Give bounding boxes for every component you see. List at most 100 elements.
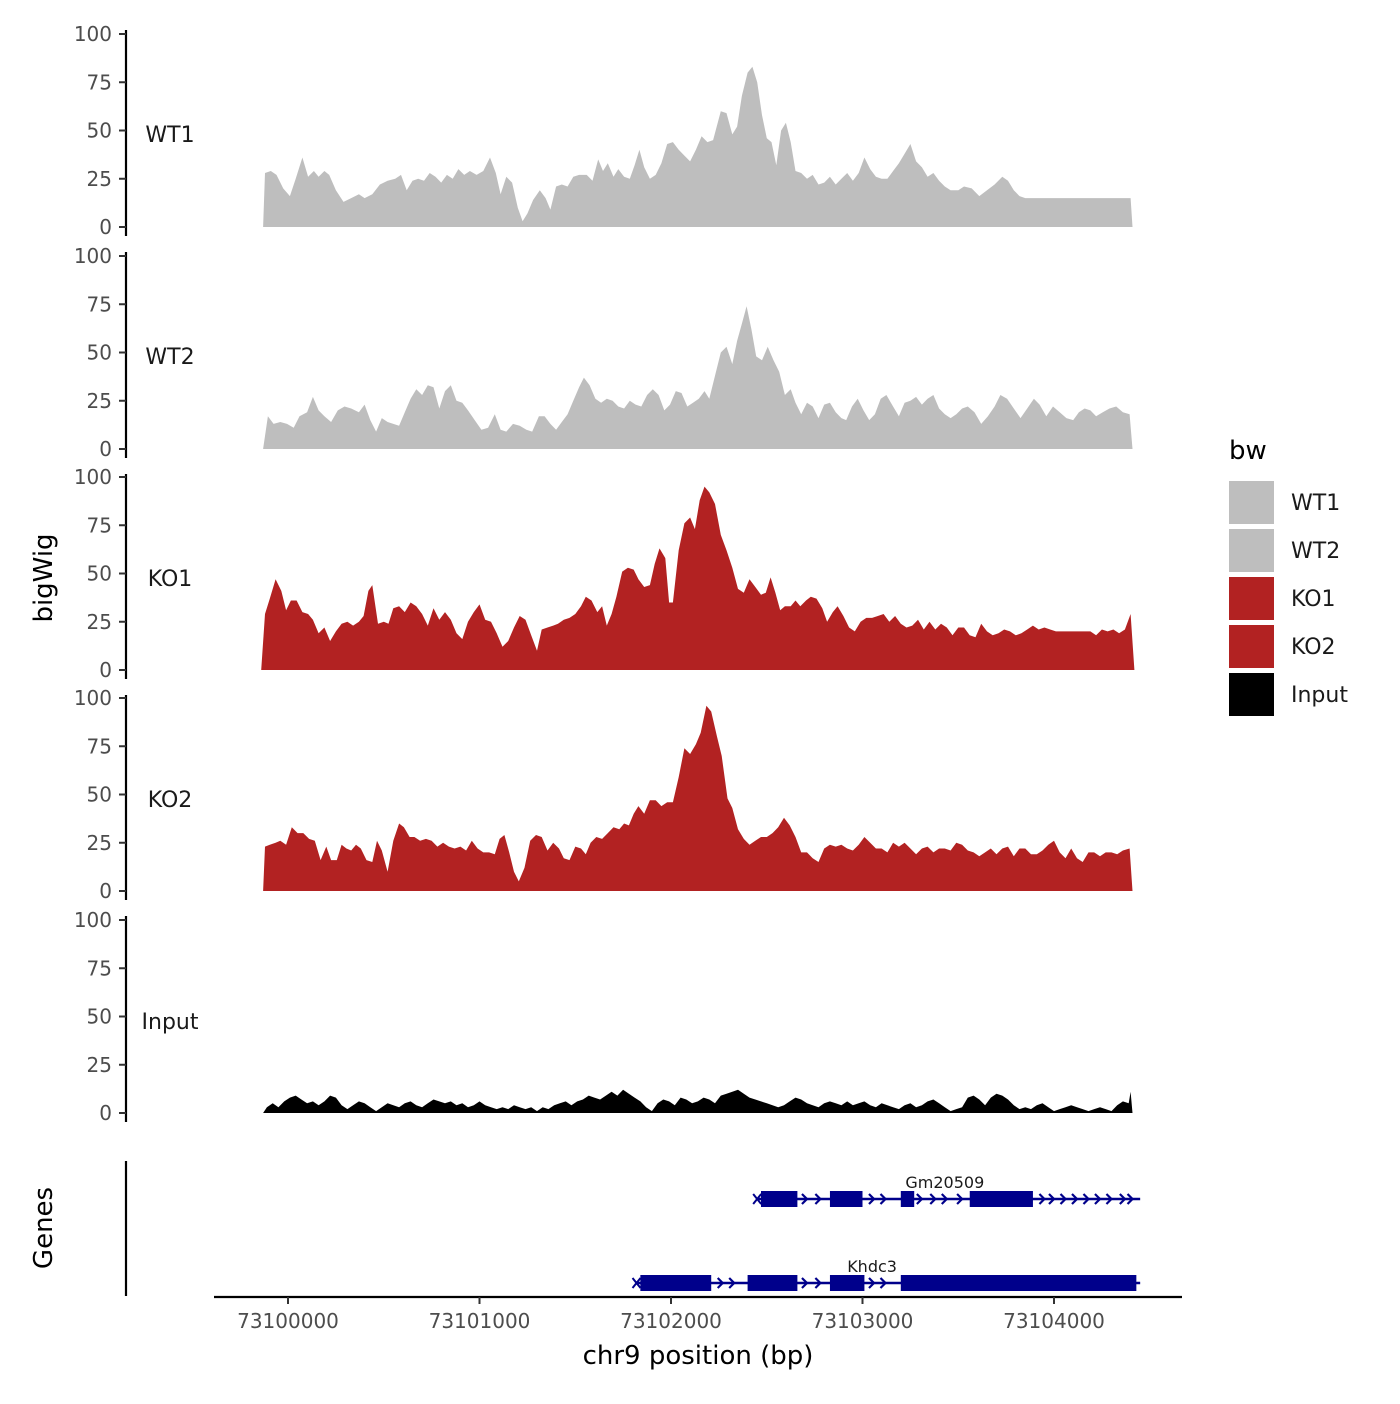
legend-title: bw bbox=[1229, 436, 1267, 466]
strand-arrow-icon bbox=[1082, 1193, 1091, 1205]
legend-label: WT1 bbox=[1291, 491, 1340, 516]
strand-arrow-icon bbox=[801, 1193, 809, 1205]
y-tick-label: 25 bbox=[87, 831, 112, 855]
x-tick-label: 73104000 bbox=[1003, 1309, 1105, 1333]
gene-exon bbox=[761, 1191, 798, 1207]
x-tick-label: 73101000 bbox=[429, 1309, 531, 1333]
track-label-wt2: WT2 bbox=[145, 345, 194, 370]
track-ko2 bbox=[263, 705, 1133, 891]
strand-arrow-icon bbox=[879, 1193, 888, 1205]
strand-arrow-icon bbox=[1038, 1193, 1046, 1205]
x-tick-label: 73100000 bbox=[237, 1309, 339, 1333]
legend-swatch bbox=[1229, 481, 1274, 524]
track-ko1 bbox=[261, 486, 1135, 670]
legend-entry-ko2: KO2 bbox=[1229, 625, 1336, 668]
area-ko2 bbox=[263, 705, 1133, 891]
strand-arrow-icon bbox=[814, 1193, 822, 1205]
area-wt1 bbox=[263, 66, 1133, 227]
strand-arrow-icon bbox=[1119, 1193, 1127, 1205]
track-wt2 bbox=[263, 306, 1133, 449]
genes-axis-title: Genes bbox=[29, 1187, 59, 1269]
legend-label: Input bbox=[1291, 683, 1348, 708]
legend-entry-wt2: WT2 bbox=[1229, 529, 1340, 572]
y-tick-label: 100 bbox=[74, 686, 112, 710]
strand-arrow-icon bbox=[801, 1277, 809, 1289]
y-tick-label: 0 bbox=[99, 1101, 112, 1125]
gene-start-marker-icon bbox=[752, 1193, 762, 1205]
legend-label: WT2 bbox=[1291, 539, 1340, 564]
gene-exon bbox=[900, 1191, 915, 1207]
y-tick-label: 100 bbox=[74, 244, 112, 268]
gene-exon bbox=[640, 1275, 712, 1291]
legend-swatch bbox=[1229, 673, 1274, 716]
gene-exon bbox=[747, 1275, 798, 1291]
strand-arrow-icon bbox=[1048, 1193, 1056, 1205]
legend-swatch bbox=[1229, 529, 1274, 572]
strand-arrow-icon bbox=[1071, 1193, 1079, 1205]
gene-exon bbox=[969, 1191, 1033, 1207]
y-tick-label: 50 bbox=[87, 562, 112, 586]
track-label-ko2: KO2 bbox=[148, 788, 193, 813]
strand-arrow-icon bbox=[814, 1277, 822, 1289]
y-tick-label: 100 bbox=[74, 908, 112, 932]
legend-swatch bbox=[1229, 577, 1274, 620]
y-tick-label: 0 bbox=[99, 879, 112, 903]
legend: WT1 WT2 KO1 KO2 Input bbox=[1229, 481, 1348, 716]
strand-arrow-icon bbox=[868, 1193, 876, 1205]
y-tick-label: 0 bbox=[99, 437, 112, 461]
gene-start-marker-icon bbox=[631, 1277, 642, 1289]
y-tick-label: 0 bbox=[99, 215, 112, 239]
legend-swatch bbox=[1229, 625, 1274, 668]
genes-layer: Gm20509 Khdc3 bbox=[631, 1173, 1141, 1291]
gene-khdc3: Khdc3 bbox=[631, 1257, 1141, 1291]
y-tick-label: 25 bbox=[87, 389, 112, 413]
y-axis-title: bigWig bbox=[29, 533, 59, 622]
area-input bbox=[263, 1089, 1133, 1113]
gene-exon bbox=[829, 1275, 865, 1291]
y-tick-label: 50 bbox=[87, 783, 112, 807]
strand-arrow-icon bbox=[916, 1193, 924, 1205]
legend-label: KO2 bbox=[1291, 635, 1336, 660]
gene-gm20509: Gm20509 bbox=[752, 1173, 1141, 1207]
legend-entry-wt1: WT1 bbox=[1229, 481, 1340, 524]
track-label-input: Input bbox=[142, 1010, 199, 1035]
strand-arrow-icon bbox=[1105, 1193, 1114, 1205]
strand-arrow-icon bbox=[1059, 1193, 1068, 1205]
y-tick-label: 25 bbox=[87, 1053, 112, 1077]
y-tick-label: 50 bbox=[87, 1005, 112, 1029]
legend-entry-ko1: KO1 bbox=[1229, 577, 1336, 620]
y-tick-label: 75 bbox=[87, 292, 112, 316]
strand-arrow-icon bbox=[956, 1193, 964, 1205]
gene-label: Khdc3 bbox=[847, 1257, 897, 1276]
tracks-layer bbox=[261, 66, 1135, 1113]
y-tick-label: 25 bbox=[87, 167, 112, 191]
y-tick-label: 0 bbox=[99, 658, 112, 682]
y-tick-label: 100 bbox=[74, 22, 112, 46]
y-tick-label: 25 bbox=[87, 610, 112, 634]
strand-arrow-icon bbox=[929, 1193, 937, 1205]
x-axis-title: chr9 position (bp) bbox=[583, 1341, 814, 1371]
track-label-ko1: KO1 bbox=[148, 567, 193, 592]
legend-label: KO1 bbox=[1291, 587, 1336, 612]
y-tick-label: 75 bbox=[87, 734, 112, 758]
strand-arrow-icon bbox=[940, 1193, 949, 1205]
y-tick-label: 50 bbox=[87, 119, 112, 143]
legend-entry-input: Input bbox=[1229, 673, 1348, 716]
y-tick-label: 75 bbox=[87, 70, 112, 94]
y-tick-label: 75 bbox=[87, 956, 112, 980]
gene-exon bbox=[900, 1275, 1137, 1291]
strand-arrow-icon bbox=[879, 1277, 888, 1289]
gene-label: Gm20509 bbox=[905, 1173, 984, 1192]
y-tick-label: 75 bbox=[87, 513, 112, 537]
strand-arrow-icon bbox=[1126, 1193, 1135, 1205]
strand-arrow-icon bbox=[868, 1277, 876, 1289]
area-wt2 bbox=[263, 306, 1133, 449]
y-tick-label: 50 bbox=[87, 341, 112, 365]
gene-exon bbox=[829, 1191, 863, 1207]
x-tick-label: 73103000 bbox=[812, 1309, 914, 1333]
track-wt1 bbox=[263, 66, 1133, 227]
strand-arrow-icon bbox=[728, 1277, 736, 1289]
y-tick-label: 100 bbox=[74, 465, 112, 489]
strand-arrow-icon bbox=[1094, 1193, 1102, 1205]
